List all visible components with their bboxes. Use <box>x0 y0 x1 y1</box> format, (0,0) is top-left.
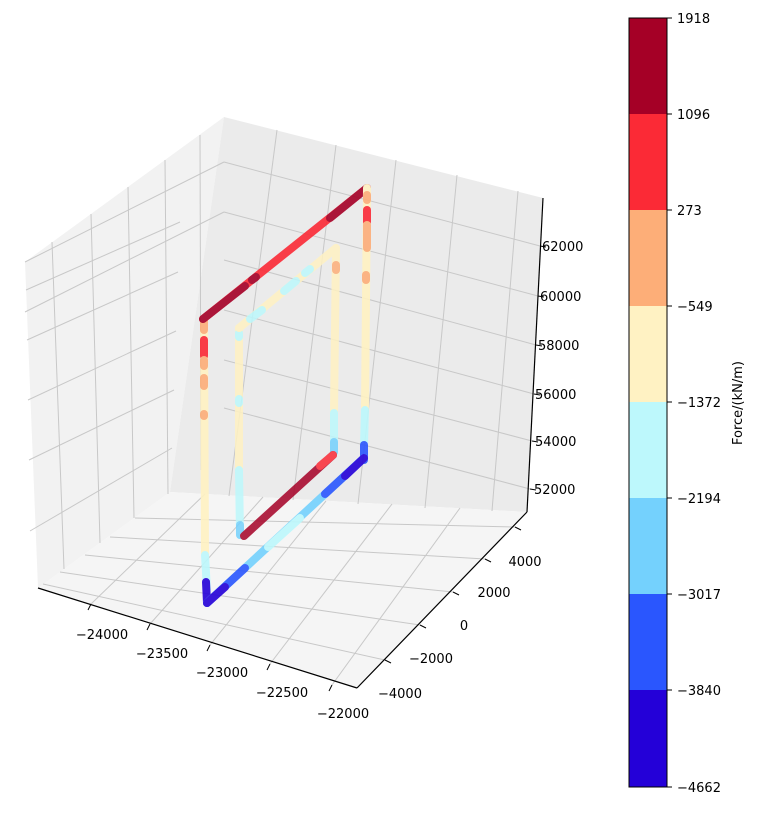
z-axis-line <box>526 197 544 513</box>
colorbar-band-7 <box>629 690 667 787</box>
axes-3d-panes <box>25 117 543 688</box>
y-tick-labels: −4000 −2000 0 2000 4000 <box>378 555 542 702</box>
z-tick-label: 54000 <box>535 435 576 450</box>
colorbar-band-0 <box>629 18 667 115</box>
x-tick-label: −22000 <box>317 707 369 722</box>
back-pane <box>170 117 543 512</box>
colorbar-band-2 <box>629 210 667 307</box>
colorbar-tick-label: −549 <box>677 300 713 315</box>
y-tick-label: 0 <box>460 619 468 634</box>
colorbar-band-5 <box>629 498 667 595</box>
colorbar-tick-label: −3840 <box>677 684 721 699</box>
colorbar-band-4 <box>629 402 667 499</box>
colorbar-tick-label: 273 <box>677 204 702 219</box>
left-pane <box>25 117 224 588</box>
colorbar-tick-label: −2194 <box>677 492 721 507</box>
y-tick-label: −2000 <box>409 652 453 667</box>
colorbar: 1918 1096 273 −549 −1372 −2194 −3017 −38… <box>628 12 746 796</box>
z-tick-label: 62000 <box>542 240 583 255</box>
y-tick-label: −4000 <box>378 687 422 702</box>
z-tick-label: 52000 <box>534 483 575 498</box>
z-tick-label: 60000 <box>540 290 581 305</box>
x-tick-label: −22500 <box>256 686 308 701</box>
x-tick-labels: −24000 −23500 −23000 −22500 −22000 <box>76 628 369 722</box>
y-axis-line <box>356 511 528 689</box>
colorbar-band-1 <box>629 114 667 211</box>
colorbar-tick-label: −1372 <box>677 396 721 411</box>
colorbar-band-6 <box>629 594 667 691</box>
colorbar-band-3 <box>629 306 667 403</box>
x-tick-label: −23000 <box>196 666 248 681</box>
frame-back-series <box>235 244 340 540</box>
x-tick-label: −23500 <box>136 647 188 662</box>
colorbar-tick-label: 1096 <box>677 108 710 123</box>
x-tick-label: −24000 <box>76 628 128 643</box>
colorbar-title: Force/(kN/m) <box>731 361 746 445</box>
floor-pane <box>38 492 527 688</box>
y-tick-label: 2000 <box>477 586 510 601</box>
axis-ticks <box>87 245 547 692</box>
y-tick-label: 4000 <box>508 555 541 570</box>
colorbar-tick-label: −3017 <box>677 588 721 603</box>
z-tick-label: 56000 <box>535 388 576 403</box>
grid-lines <box>24 129 541 686</box>
colorbar-tick-label: −4662 <box>677 781 721 796</box>
colorbar-tick-label: 1918 <box>677 12 710 27</box>
frame-front-series <box>199 184 371 607</box>
z-tick-label: 58000 <box>538 339 579 354</box>
z-tick-labels: 52000 54000 56000 58000 60000 62000 <box>534 240 583 498</box>
